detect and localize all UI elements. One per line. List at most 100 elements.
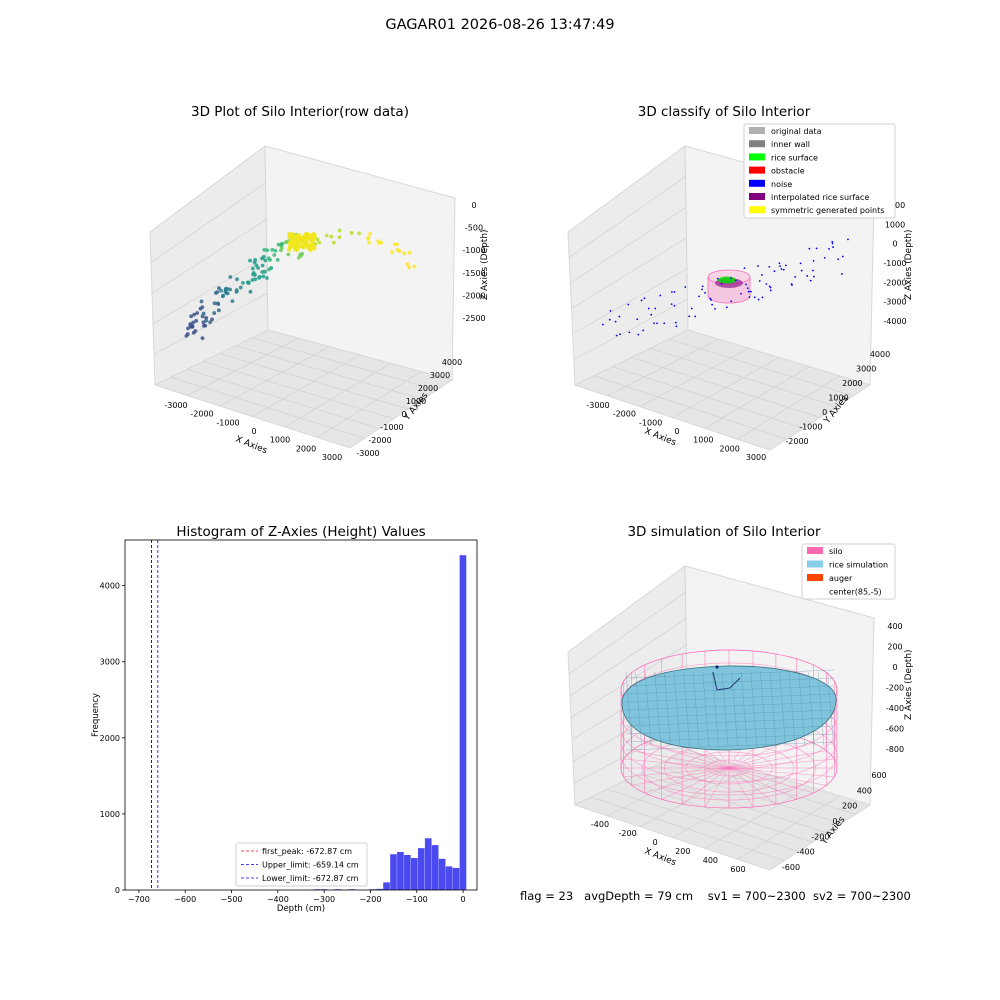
- simulation-plot-x-tick: 200: [675, 847, 690, 856]
- classify-plot-x-tick: -2000: [613, 410, 636, 419]
- status-sv1: sv1 = 700~2300: [707, 889, 806, 903]
- panel-simulation-3d: 3D simulation of Silo Interior -400 -200 0…: [567, 524, 914, 874]
- classify-legend-swatch: [749, 140, 765, 148]
- simulation-plot-x-tick: -200: [619, 829, 637, 838]
- histogram-y-tick: 1000: [100, 810, 120, 819]
- raw-plot-points: [184, 228, 417, 341]
- simulation-legend-label: center(85,-5): [829, 588, 882, 597]
- histogram-y-tick: 0: [115, 886, 120, 895]
- classify-legend-swatch: [749, 179, 765, 187]
- status-line: flag = 23 avgDepth = 79 cm sv1 = 700~230…: [520, 889, 911, 903]
- simulation-legend-label: silo: [829, 547, 843, 556]
- status-avg-depth: avgDepth = 79 cm: [584, 889, 694, 903]
- histogram-bar: [424, 838, 432, 890]
- panel-raw-3d: 3D Plot of Silo Interior(row data) -3000…: [149, 104, 490, 462]
- classify-plot-z-tick: -1000: [883, 259, 906, 268]
- histogram-legend: first_peak: -672.87 cm Upper_limit: -659.…: [235, 842, 368, 887]
- classify-legend-label: rice surface: [771, 153, 818, 162]
- simulation-plot-z-tick: -800: [886, 745, 904, 754]
- classify-plot-x-tick: 3000: [746, 453, 766, 462]
- histogram-x-ticks: −700 −600 −500 −400 −300 −200 −100 0: [128, 890, 466, 904]
- histogram-x-tick: −600: [174, 895, 196, 904]
- classify-plot-x-ticks: -3000 -2000-1000 0 1000 2000 3000: [586, 401, 766, 462]
- simulation-plot-x-tick: 0: [653, 838, 658, 847]
- simulation-plot-z-tick: 0: [892, 663, 897, 672]
- classify-plot-z-tick: 0: [892, 240, 897, 249]
- raw-plot-x-tick: -3000: [164, 401, 187, 410]
- simulation-plot-x-ticks: -400 -200 0 200 400 600: [591, 820, 746, 874]
- status-sv2: sv2 = 700~2300: [812, 889, 911, 903]
- simulation-plot-grid: [568, 591, 856, 862]
- simulation-legend-label: auger: [829, 574, 853, 583]
- histogram-bar: [459, 555, 467, 890]
- simulation-plot-x-tick: 400: [703, 856, 718, 865]
- raw-plot-z-tick: 0: [471, 201, 476, 210]
- classify-plot-y-tick: 1000: [828, 394, 848, 403]
- raw-plot-y-tick: -1000: [380, 423, 403, 432]
- classify-noise-points: [601, 238, 849, 337]
- simulation-plot-y-tick: 200: [842, 802, 857, 811]
- histogram-y-tick: 3000: [100, 658, 120, 667]
- histogram-y-tick: 2000: [100, 734, 120, 743]
- histogram-bars: [313, 555, 467, 890]
- raw-plot-zlabel: Z Axies (Depth): [480, 229, 490, 300]
- classify-legend-label: symmetric generated points: [771, 206, 884, 215]
- simulation-legend-swatch: [807, 574, 823, 581]
- classify-plot-z-tick: -2000: [883, 278, 906, 287]
- histogram-x-tick: −200: [359, 895, 381, 904]
- simulation-plot-x-tick: 600: [730, 865, 745, 874]
- histogram-ylabel: Frequency: [91, 693, 101, 737]
- histogram-bar: [411, 858, 418, 890]
- classify-plot-grid: [568, 176, 854, 440]
- raw-plot-z-tick: -500: [465, 224, 483, 233]
- classify-legend-swatch: [749, 206, 765, 214]
- classify-legend-swatch: [749, 153, 765, 161]
- classify-plot-y-tick: 4000: [870, 350, 890, 359]
- raw-plot-z-tick: -1000: [462, 246, 485, 255]
- histogram-bar: [431, 845, 439, 890]
- simulation-legend: silo rice simulation auger center(85,-5): [801, 543, 896, 600]
- simulation-legend-swatch: [807, 587, 823, 595]
- classify-legend-swatch: [749, 166, 765, 174]
- classify-legend-label: interpolated rice surface: [771, 193, 869, 202]
- raw-plot-xlabel: X Axies: [234, 435, 269, 457]
- histogram-bar: [438, 858, 446, 890]
- histogram-x-tick: −500: [221, 895, 243, 904]
- classify-legend-label: inner wall: [771, 140, 810, 149]
- classify-plot-x-tick: 0: [674, 427, 679, 436]
- raw-plot-y-tick: 1000: [406, 397, 426, 406]
- classify-legend-swatch: [749, 127, 765, 134]
- simulation-plot-title: 3D simulation of Silo Interior: [627, 524, 821, 540]
- histogram-legend-label: Lower_limit: -672.87 cm: [262, 874, 359, 883]
- simulation-legend-swatch: [807, 547, 823, 554]
- classify-plot-z-tick: 1000: [885, 220, 905, 229]
- classify-plot-y-tick: 0: [822, 408, 827, 417]
- histogram-x-tick: −700: [128, 895, 150, 904]
- histogram-x-tick: −100: [406, 895, 428, 904]
- histogram-frame: [124, 539, 478, 891]
- simulation-plot-z-tick: 400: [887, 622, 902, 631]
- classify-plot-title: 3D classify of Silo Interior: [638, 104, 811, 120]
- histogram-y-tick: 4000: [100, 582, 120, 591]
- simulation-plot-y-tick: 600: [871, 771, 886, 780]
- raw-plot-y-tick: -2000: [368, 436, 391, 445]
- raw-plot-z-tick: -2000: [462, 291, 485, 300]
- histogram-xlabel: Depth (cm): [277, 904, 325, 914]
- simulation-plot-y-tick: -400: [797, 848, 815, 857]
- raw-plot-z-tick: -2500: [462, 314, 485, 323]
- raw-plot-z-tick: -1500: [462, 269, 485, 278]
- raw-plot-y-tick: 3000: [430, 371, 450, 380]
- classify-legend-label: noise: [771, 180, 792, 189]
- raw-plot-x-tick: -2000: [190, 410, 213, 419]
- raw-plot-y-tick: -3000: [356, 449, 379, 458]
- simulation-plot-y-tick: -200: [811, 832, 829, 841]
- histogram-vlines: [151, 540, 159, 890]
- histogram-bar: [390, 854, 397, 890]
- classify-legend-swatch: [749, 193, 765, 200]
- simulation-plot-z-tick: -600: [886, 725, 904, 734]
- classify-plot-y-tick: 2000: [842, 379, 862, 388]
- histogram-bar: [452, 867, 460, 890]
- histogram-x-tick: 0: [461, 895, 466, 904]
